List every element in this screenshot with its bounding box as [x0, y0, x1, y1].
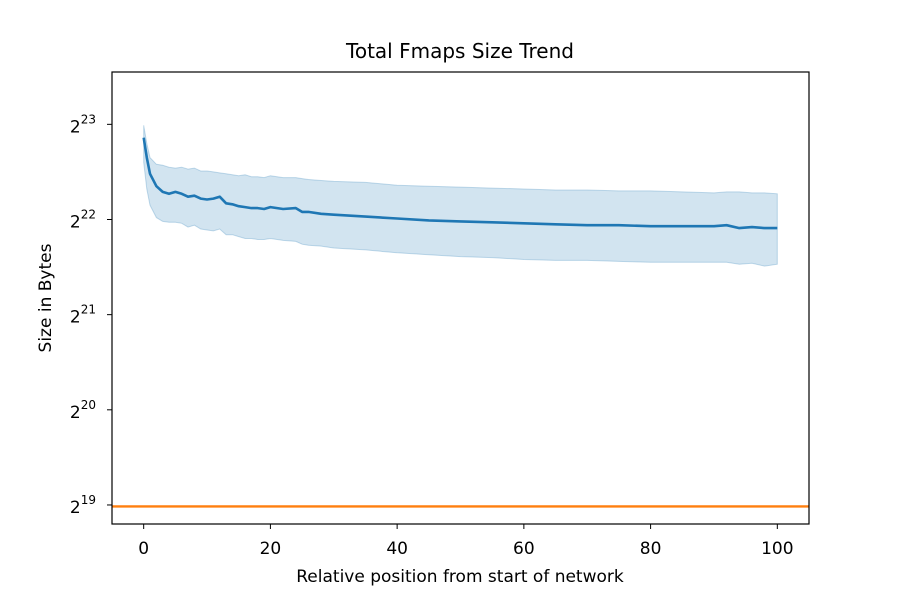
- x-tick-label: 80: [640, 539, 662, 559]
- x-tick-label: 100: [761, 539, 793, 559]
- x-tick-label: 20: [260, 539, 282, 559]
- y-axis: 219 220 221 222 223: [70, 112, 112, 518]
- x-tick-label: 60: [513, 539, 535, 559]
- series-0-confidence-band: [143, 125, 778, 267]
- y-tick-label: 222: [70, 207, 96, 232]
- x-axis-title: Relative position from start of network: [296, 567, 624, 587]
- y-axis-title: Size in Bytes: [36, 243, 56, 352]
- plot-frame: [111, 71, 810, 525]
- x-tick-label: 0: [138, 539, 149, 559]
- series-0-line: [142, 137, 778, 230]
- y-tick-label: 220: [70, 398, 96, 423]
- y-tick-label: 223: [70, 112, 96, 137]
- y-tick-label: 221: [70, 303, 96, 328]
- plot-area: [112, 125, 809, 508]
- y-tick-label: 219: [70, 493, 96, 518]
- chart-title: Total Fmaps Size Trend: [345, 39, 574, 63]
- x-axis: 0 20 40 60 80 100: [138, 524, 794, 559]
- x-tick-label: 40: [386, 539, 408, 559]
